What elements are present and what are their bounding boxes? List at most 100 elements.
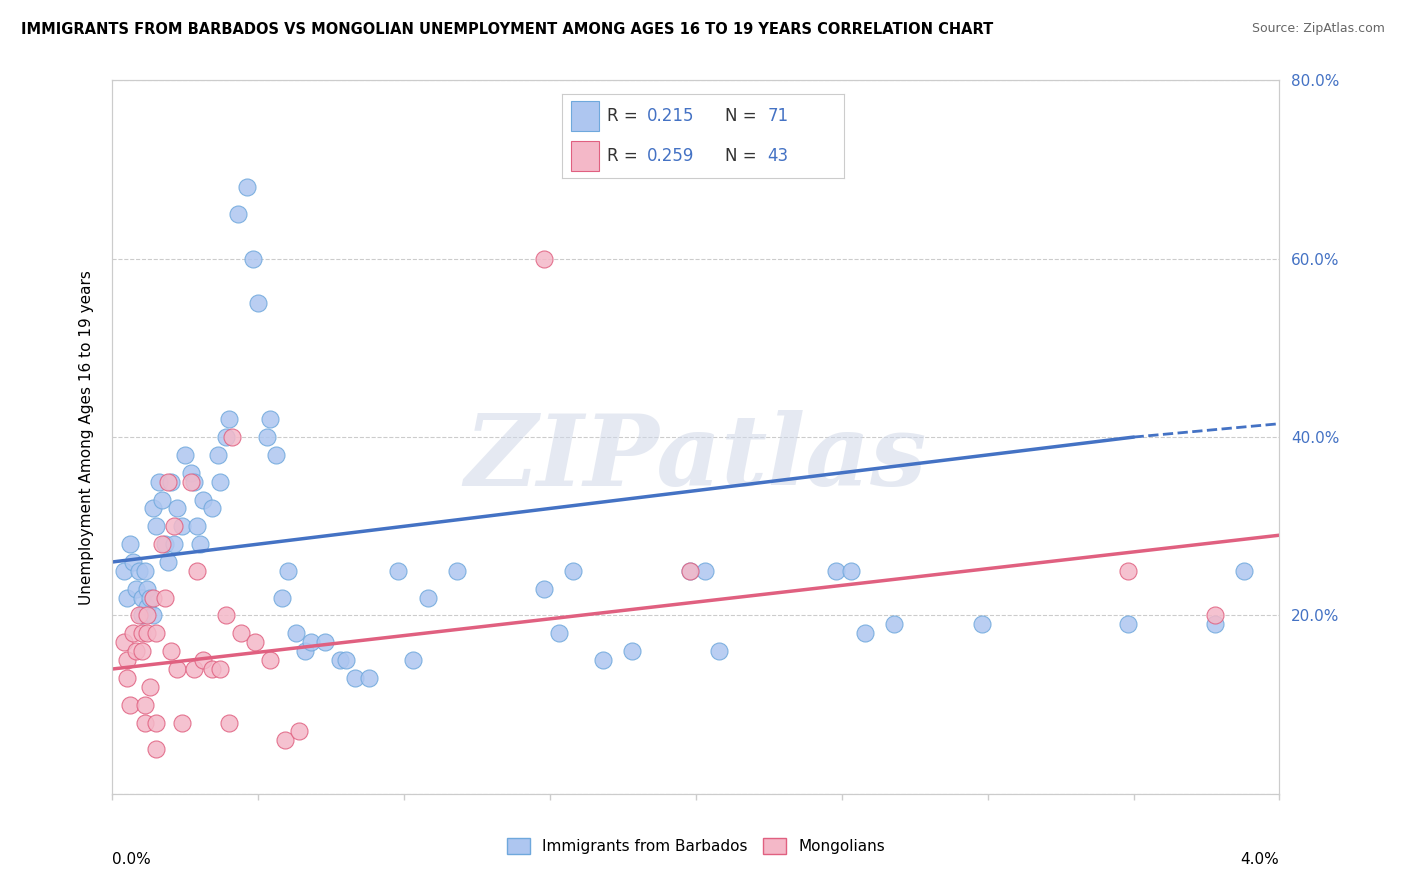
Point [229, 626, 252, 640]
Text: R =: R = [607, 107, 644, 125]
Point [150, 537, 173, 551]
Point [166, 662, 188, 676]
Bar [571, 141, 599, 170]
Point [207, 448, 229, 462]
Point [134, 564, 156, 578]
Point [314, 635, 336, 649]
Point [1116, 564, 1139, 578]
Text: Source: ZipAtlas.com: Source: ZipAtlas.com [1251, 22, 1385, 36]
Text: 0.215: 0.215 [647, 107, 695, 125]
Point [245, 635, 267, 649]
Point [235, 180, 257, 194]
Text: IMMIGRANTS FROM BARBADOS VS MONGOLIAN UNEMPLOYMENT AMONG AGES 16 TO 19 YEARS COR: IMMIGRANTS FROM BARBADOS VS MONGOLIAN UN… [21, 22, 994, 37]
Point [679, 564, 702, 578]
Point [299, 635, 322, 649]
Point [402, 653, 425, 667]
Point [142, 501, 165, 516]
Point [160, 475, 183, 489]
Point [142, 591, 165, 605]
Text: R =: R = [607, 146, 644, 164]
Point [112, 635, 135, 649]
Y-axis label: Unemployment Among Ages 16 to 19 years: Unemployment Among Ages 16 to 19 years [79, 269, 94, 605]
Text: 71: 71 [768, 107, 789, 125]
Point [166, 501, 188, 516]
Point [256, 430, 278, 444]
Point [839, 564, 862, 578]
Point [259, 653, 281, 667]
Point [273, 733, 295, 747]
Point [547, 626, 569, 640]
Point [276, 564, 298, 578]
Point [136, 599, 159, 614]
Point [115, 671, 138, 685]
Point [270, 591, 292, 605]
Text: ZIPatlas: ZIPatlas [465, 410, 927, 507]
Point [209, 662, 232, 676]
Point [136, 626, 159, 640]
Legend: Immigrants from Barbados, Mongolians: Immigrants from Barbados, Mongolians [508, 838, 884, 854]
Point [188, 537, 211, 551]
Point [1204, 617, 1226, 632]
Point [186, 519, 208, 533]
Point [125, 582, 148, 596]
Point [139, 680, 162, 694]
Point [264, 448, 287, 462]
Point [709, 644, 731, 658]
Point [142, 608, 165, 623]
Point [150, 492, 173, 507]
Point [145, 715, 167, 730]
Point [139, 591, 162, 605]
Point [186, 564, 208, 578]
Point [136, 608, 159, 623]
Point [592, 653, 614, 667]
Point [825, 564, 848, 578]
Point [118, 537, 141, 551]
Point [160, 644, 183, 658]
Point [191, 492, 214, 507]
Point [145, 519, 167, 533]
Text: 0.259: 0.259 [647, 146, 695, 164]
Point [970, 617, 993, 632]
Point [259, 412, 281, 426]
Point [416, 591, 439, 605]
Point [148, 475, 170, 489]
Text: 4.0%: 4.0% [1240, 852, 1279, 867]
Point [131, 626, 153, 640]
Point [1116, 617, 1139, 632]
Point [131, 591, 153, 605]
Point [446, 564, 468, 578]
Point [343, 671, 366, 685]
Point [387, 564, 409, 578]
Point [191, 653, 214, 667]
Point [115, 591, 138, 605]
Point [131, 608, 153, 623]
Point [153, 591, 176, 605]
Point [329, 653, 352, 667]
Point [136, 582, 159, 596]
Point [562, 564, 585, 578]
Point [883, 617, 905, 632]
Point [226, 207, 249, 221]
Point [172, 519, 194, 533]
Point [247, 296, 270, 310]
Point [183, 662, 205, 676]
Point [134, 698, 156, 712]
Point [218, 412, 240, 426]
Text: 43: 43 [768, 146, 789, 164]
Point [1204, 608, 1226, 623]
Point [145, 742, 167, 756]
Point [134, 715, 156, 730]
Point [242, 252, 264, 266]
Point [288, 724, 311, 739]
Text: 0.0%: 0.0% [112, 852, 152, 867]
Point [156, 555, 179, 569]
Point [218, 715, 240, 730]
Point [180, 475, 202, 489]
Point [335, 653, 357, 667]
Point [679, 564, 702, 578]
Point [359, 671, 381, 685]
Point [853, 626, 876, 640]
Point [145, 626, 167, 640]
Point [112, 564, 135, 578]
Bar [571, 102, 599, 131]
